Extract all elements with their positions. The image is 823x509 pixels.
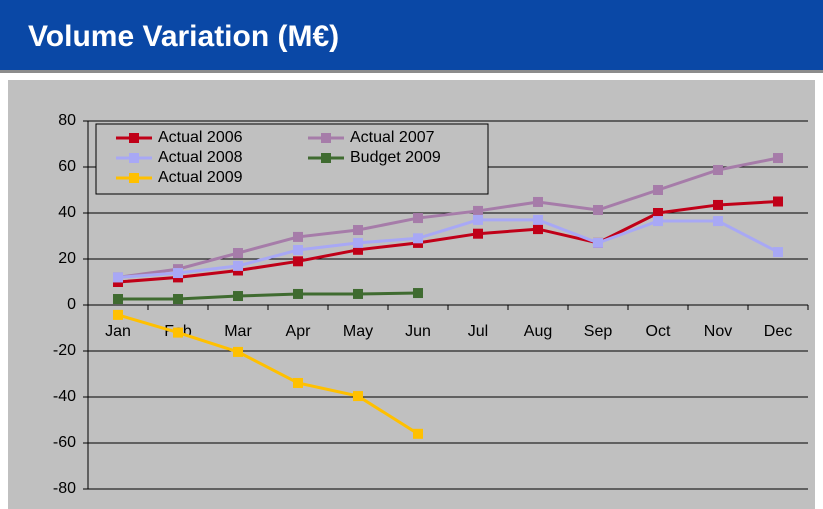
marker	[533, 214, 543, 225]
legend-label: Budget 2009	[350, 149, 441, 166]
x-tick-label: Jul	[468, 323, 488, 340]
marker	[233, 291, 243, 302]
marker	[173, 294, 183, 305]
legend-label: Actual 2007	[350, 129, 435, 146]
legend-marker	[321, 133, 331, 143]
y-tick-label: -40	[53, 388, 76, 405]
y-tick-label: -80	[53, 480, 76, 497]
marker	[293, 377, 303, 388]
x-tick-label: Mar	[224, 323, 252, 340]
marker	[713, 216, 723, 227]
x-tick-label: Jun	[405, 323, 431, 340]
legend-marker	[129, 173, 139, 183]
x-tick-label: Oct	[646, 323, 671, 340]
chart-title: Volume Variation (M€)	[28, 20, 339, 53]
marker	[713, 164, 723, 175]
x-tick-label: Nov	[704, 323, 732, 340]
x-tick-label: May	[343, 323, 373, 340]
legend-label: Actual 2008	[158, 149, 243, 166]
x-tick-label: Apr	[286, 323, 312, 340]
y-tick-label: 20	[58, 250, 76, 267]
marker	[593, 237, 603, 248]
x-tick-label: Aug	[524, 323, 552, 340]
marker	[113, 309, 123, 320]
marker	[533, 196, 543, 207]
marker	[413, 288, 423, 299]
marker	[293, 256, 303, 267]
marker	[413, 233, 423, 244]
marker	[473, 228, 483, 239]
series-line	[117, 218, 779, 279]
marker	[773, 196, 783, 207]
y-tick-label: 0	[67, 296, 76, 313]
marker	[593, 205, 603, 216]
marker	[473, 205, 483, 216]
marker	[293, 245, 303, 256]
x-tick-label: Jan	[105, 323, 131, 340]
legend-label: Actual 2009	[158, 169, 243, 186]
legend-marker	[321, 153, 331, 163]
marker	[233, 346, 243, 357]
marker	[413, 213, 423, 224]
marker	[653, 208, 663, 218]
marker	[773, 247, 783, 258]
marker	[113, 294, 123, 305]
marker	[713, 199, 723, 210]
marker	[653, 216, 663, 227]
marker	[293, 288, 303, 299]
y-tick-label: -20	[53, 342, 76, 359]
y-tick-label: 60	[58, 158, 76, 175]
marker	[413, 428, 423, 439]
marker	[113, 272, 123, 283]
y-tick-label: 80	[58, 112, 76, 129]
series-line	[117, 156, 779, 279]
y-tick-label: 40	[58, 204, 76, 221]
header-rule	[0, 70, 823, 73]
legend-marker	[129, 133, 139, 143]
x-tick-label: Sep	[584, 323, 613, 340]
marker	[353, 244, 363, 255]
x-tick-label: Dec	[764, 323, 792, 340]
marker	[473, 214, 483, 225]
marker	[533, 224, 543, 235]
y-tick-label: -60	[53, 434, 76, 451]
marker	[173, 327, 183, 338]
marker	[353, 225, 363, 236]
marker	[773, 153, 783, 164]
marker	[293, 231, 303, 242]
legend-marker	[129, 153, 139, 163]
legend-label: Actual 2006	[158, 129, 243, 146]
marker	[653, 185, 663, 195]
marker	[353, 237, 363, 248]
marker	[353, 391, 363, 402]
marker	[233, 248, 243, 259]
marker	[173, 268, 183, 279]
marker	[353, 288, 363, 299]
series-line	[117, 313, 419, 436]
marker	[233, 260, 243, 271]
header-band	[0, 0, 823, 70]
series-line	[118, 291, 419, 301]
legend-box	[95, 123, 489, 195]
series-line	[117, 200, 779, 284]
